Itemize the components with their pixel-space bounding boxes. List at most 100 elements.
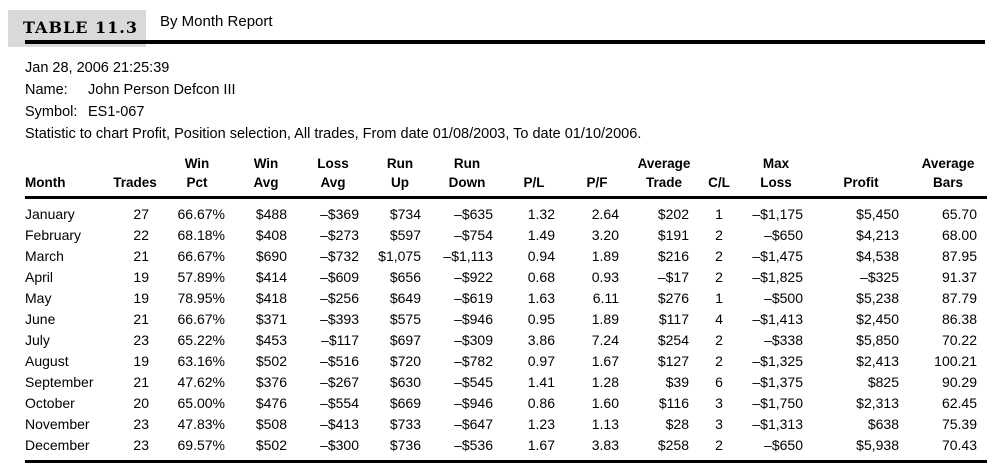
table-cell: –$545	[454, 374, 493, 390]
column-header-top	[111, 154, 159, 173]
table-cell: 1.67	[591, 353, 619, 369]
table-cell: –$1,113	[443, 248, 493, 264]
month-cell: February	[25, 227, 82, 243]
table-cell: –$1,375	[752, 374, 803, 390]
table-row: January 27 66.67% $488 –$369 $734 –$635 1.32 2.6…	[25, 198, 987, 226]
symbol-value: ES1-067	[88, 104, 145, 120]
table-cell: $476	[255, 395, 287, 411]
name-label: Name:	[25, 82, 68, 98]
table-cell: $408	[255, 227, 287, 243]
month-cell: May	[25, 290, 52, 306]
table-cell: –$619	[454, 290, 493, 306]
column-header: Loss	[739, 173, 813, 199]
report-statistic-line: Statistic to chart Profit, Position sele…	[25, 126, 642, 142]
table-cell: –$413	[320, 416, 359, 432]
table-cell: 90.29	[941, 374, 977, 390]
table-cell: –$393	[320, 311, 359, 327]
column-header: Month	[25, 173, 111, 199]
table-cell: $191	[657, 227, 689, 243]
table-cell: $697	[389, 332, 421, 348]
column-header-top	[565, 154, 629, 173]
table-cell: 65.22%	[177, 332, 225, 348]
table-cell: –$536	[431, 435, 503, 463]
table-cell: $276	[657, 290, 689, 306]
table-cell: 0.94	[527, 248, 555, 264]
table-cell: 87.95	[941, 248, 977, 264]
table-cell: 91.37	[941, 269, 977, 285]
table-cell: 23	[111, 435, 159, 463]
table-cell: –$17	[657, 269, 689, 285]
name-value: John Person Defcon III	[88, 82, 236, 98]
table-cell: $5,450	[856, 206, 899, 222]
table-cell: –$946	[454, 311, 493, 327]
table-cell: 23	[133, 332, 149, 348]
table-cell: 2	[715, 332, 723, 348]
table-cell: 68.00	[941, 227, 977, 243]
table-cell: 47.62%	[177, 374, 225, 390]
table-cell: 1.41	[527, 374, 555, 390]
table-cell: 87.79	[941, 290, 977, 306]
table-cell: –$117	[321, 332, 359, 348]
month-cell: December	[25, 435, 111, 463]
table-cell: 21	[133, 248, 149, 264]
title-rule	[25, 40, 985, 44]
table-cell: –$1,825	[752, 269, 803, 285]
report-meta: Jan 28, 2006 21:25:39 Name: John Person D…	[25, 57, 1006, 145]
table-cell: 66.67%	[177, 311, 225, 327]
column-header: Up	[369, 173, 431, 199]
table-cell: 27	[133, 206, 149, 222]
table-cell: –$650	[764, 227, 803, 243]
table-cell: –$554	[320, 395, 359, 411]
table-title-bar: TABLE 11.3 By Month Report	[0, 0, 1006, 48]
table-cell: $649	[389, 290, 421, 306]
table-cell: $502	[255, 353, 287, 369]
table-cell: $5,850	[856, 332, 899, 348]
month-cell: July	[25, 332, 50, 348]
column-header-top	[699, 154, 739, 173]
table-row: August 19 63.16% $502 –$516 $720 –$782 0.97 1.67…	[25, 351, 987, 372]
column-header-top: Loss	[317, 156, 349, 171]
table-cell: 68.18%	[177, 227, 225, 243]
table-cell: $690	[255, 248, 287, 264]
column-header: Avg	[297, 173, 369, 199]
table-cell: 66.67%	[177, 206, 225, 222]
table-cell: 1.89	[591, 311, 619, 327]
month-cell: January	[25, 206, 75, 222]
table-cell: $720	[389, 353, 421, 369]
table-cell: –$922	[454, 269, 493, 285]
table-cell: –$782	[454, 353, 493, 369]
table-cell: 19	[133, 290, 149, 306]
table-cell: 6	[715, 374, 723, 390]
table-cell: 7.24	[591, 332, 619, 348]
table-cell: $414	[255, 269, 287, 285]
table-cell: –$338	[764, 332, 803, 348]
table-cell: 1.13	[591, 416, 619, 432]
table-cell: $2,450	[856, 311, 899, 327]
table-cell: –$1,413	[752, 311, 803, 327]
table-cell: $502	[235, 435, 297, 463]
table-cell: 3.83	[565, 435, 629, 463]
column-header-top: Run	[453, 156, 481, 171]
table-cell: 20	[133, 395, 149, 411]
by-month-table: Win Win Loss Run Run Average Max Average Month T…	[25, 154, 987, 463]
table-row: April 19 57.89% $414 –$609 $656 –$922 0.68 0.93 –…	[25, 267, 987, 288]
table-cell: –$273	[320, 227, 359, 243]
table-cell: 65.00%	[177, 395, 225, 411]
month-cell: April	[25, 269, 54, 285]
table-cell: 1	[715, 206, 723, 222]
table-cell: –$267	[320, 374, 359, 390]
table-cell: $4,213	[856, 227, 899, 243]
column-header: P/F	[565, 173, 629, 199]
table-cell: 1.63	[527, 290, 555, 306]
table-cell: 1.32	[527, 206, 555, 222]
table-title: By Month Report	[160, 13, 273, 30]
table-cell: –$609	[320, 269, 359, 285]
column-header: Trades	[111, 173, 159, 199]
table-cell: –$369	[320, 206, 359, 222]
table-cell: –$1,325	[752, 353, 803, 369]
table-cell: 78.95%	[177, 290, 225, 306]
month-cell: March	[25, 248, 64, 264]
table-cell: $2,313	[856, 395, 899, 411]
table-cell: $734	[389, 206, 421, 222]
column-header: P/L	[503, 173, 565, 199]
